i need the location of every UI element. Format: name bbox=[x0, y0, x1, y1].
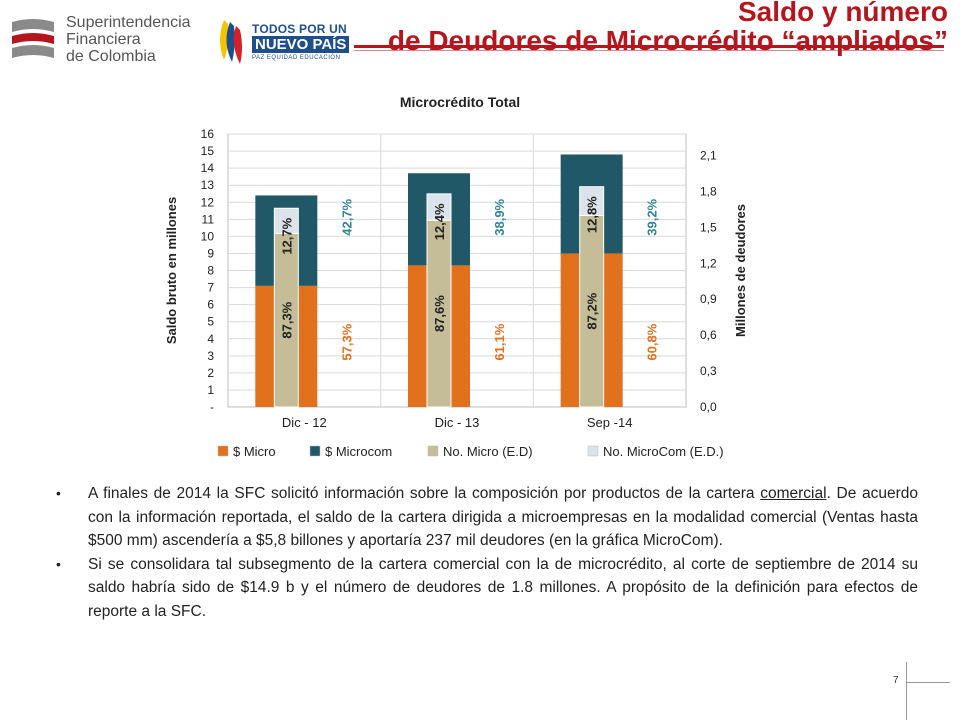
y-tick-label: 13 bbox=[201, 178, 215, 192]
y2-tick-label: 0,0 bbox=[700, 400, 717, 414]
bar-microcom-debtors bbox=[273, 207, 299, 234]
bar-micro-debtors bbox=[579, 214, 605, 408]
gov-emblem-icon bbox=[220, 20, 242, 64]
y-tick-label: 4 bbox=[207, 332, 214, 346]
sfc-logo-line-1: Superintendencia bbox=[66, 14, 191, 31]
y-tick-label: 15 bbox=[201, 144, 215, 158]
y2-axis-label: Millones de deudores bbox=[733, 204, 748, 337]
chart-title: Microcrédito Total bbox=[400, 94, 520, 110]
sfc-logo-line-3: de Colombia bbox=[66, 48, 156, 65]
bar-microcom-debtors bbox=[579, 186, 605, 216]
y2-tick-label: 1,8 bbox=[700, 184, 717, 198]
bullet-1-text-end: . De acuerdo con la información reportad… bbox=[88, 485, 918, 549]
debtor-microcom-share-label: 12,4% bbox=[432, 203, 447, 240]
y-tick-label: 9 bbox=[207, 246, 214, 260]
y-tick-label: 2 bbox=[207, 366, 214, 380]
legend-swatch bbox=[309, 445, 321, 457]
amount-micro-share-label: 61,1% bbox=[492, 323, 507, 360]
bar-micro-debtors bbox=[426, 219, 452, 408]
debtor-microcom-share-label: 12,8% bbox=[585, 196, 600, 233]
y-tick-label: 1 bbox=[207, 383, 214, 397]
bullet-dot-icon: • bbox=[56, 555, 61, 572]
corner-rule-vertical bbox=[906, 662, 907, 720]
amount-micro-share-label: 60,8% bbox=[645, 323, 660, 360]
y2-tick-label: 0,6 bbox=[700, 328, 717, 342]
amount-microcom-share-label: 38,9% bbox=[492, 198, 507, 235]
legend-label: $ Micro bbox=[233, 444, 276, 459]
bar-micro-debtors bbox=[273, 232, 299, 408]
y-tick-label: 11 bbox=[202, 212, 215, 226]
sfc-logo-text: Superintendencia Financiera de Colombia bbox=[66, 14, 191, 65]
corner-rule-horizontal bbox=[906, 682, 950, 683]
legend-swatch bbox=[427, 445, 439, 457]
page-number: 7 bbox=[893, 675, 899, 686]
gov-logo-line-3: PAZ EQUIDAD EDUCACIÓN bbox=[252, 55, 341, 61]
x-category-label: Dic - 13 bbox=[435, 415, 480, 430]
y-tick-label: - bbox=[210, 400, 214, 414]
legend-label: No. Micro (E.D) bbox=[443, 444, 533, 459]
x-category-label: Sep -14 bbox=[587, 415, 633, 430]
y-tick-label: 12 bbox=[201, 195, 215, 209]
slide-title-line-1: Saldo y número bbox=[737, 0, 948, 27]
y-tick-label: 5 bbox=[207, 315, 214, 329]
bullet-1-text: A finales de 2014 la SFC solicitó inform… bbox=[88, 485, 761, 502]
bullet-list: • A finales de 2014 la SFC solicitó info… bbox=[56, 482, 918, 623]
sfc-emblem-icon bbox=[12, 19, 54, 58]
y-tick-label: 3 bbox=[207, 349, 214, 363]
title-underline bbox=[354, 45, 944, 48]
y-tick-label: 10 bbox=[201, 229, 215, 243]
amount-microcom-share-label: 39,2% bbox=[645, 198, 660, 235]
bullet-2-text: Si se consolidara tal subsegmento de la … bbox=[88, 555, 918, 620]
bar-microcom-debtors bbox=[426, 193, 452, 221]
debtor-micro-share-label: 87,3% bbox=[279, 301, 294, 338]
y2-tick-label: 1,5 bbox=[700, 220, 717, 234]
bullet-dot-icon: • bbox=[56, 485, 61, 501]
sfc-logo: Superintendencia Financiera de Colombia bbox=[8, 14, 191, 66]
title-underline-thin bbox=[354, 50, 944, 51]
y-tick-label: 16 bbox=[201, 127, 215, 141]
y2-tick-label: 0,3 bbox=[700, 364, 717, 378]
y-tick-label: 6 bbox=[207, 298, 214, 312]
y-axis-label: Saldo bruto en millones bbox=[164, 197, 179, 344]
y-tick-label: 8 bbox=[207, 264, 214, 278]
y2-tick-label: 2,1 bbox=[700, 149, 717, 163]
legend-swatch bbox=[587, 445, 599, 457]
debtor-microcom-share-label: 12,7% bbox=[279, 217, 294, 254]
y-tick-label: 7 bbox=[207, 281, 214, 295]
legend-label: No. MicroCom (E.D.) bbox=[603, 444, 724, 459]
x-category-label: Dic - 12 bbox=[282, 415, 327, 430]
sfc-logo-line-2: Financiera bbox=[66, 31, 141, 48]
legend-label: $ Microcom bbox=[325, 444, 392, 459]
bullet-item-2: • Si se consolidara tal subsegmento de l… bbox=[56, 553, 918, 624]
bullet-1-underlined: comercial bbox=[760, 485, 827, 502]
legend-swatch bbox=[217, 445, 229, 457]
amount-microcom-share-label: 42,7% bbox=[339, 198, 354, 235]
amount-micro-share-label: 57,3% bbox=[339, 323, 354, 360]
gov-logo-line-2: NUEVO PAÍS bbox=[252, 36, 350, 53]
y2-tick-label: 1,2 bbox=[700, 256, 717, 270]
debtor-micro-share-label: 87,6% bbox=[432, 295, 447, 332]
y-tick-label: 14 bbox=[201, 161, 215, 175]
gov-logo-line-1: TODOS POR UN bbox=[252, 22, 347, 36]
microcredit-chart: Microcrédito Total-123456789101112131415… bbox=[164, 94, 748, 459]
gov-logo: TODOS POR UN NUEVO PAÍS PAZ EQUIDAD EDUC… bbox=[214, 10, 354, 68]
bullet-item-1: • A finales de 2014 la SFC solicitó info… bbox=[56, 482, 918, 553]
y2-tick-label: 0,9 bbox=[700, 292, 717, 306]
debtor-micro-share-label: 87,2% bbox=[585, 292, 600, 329]
